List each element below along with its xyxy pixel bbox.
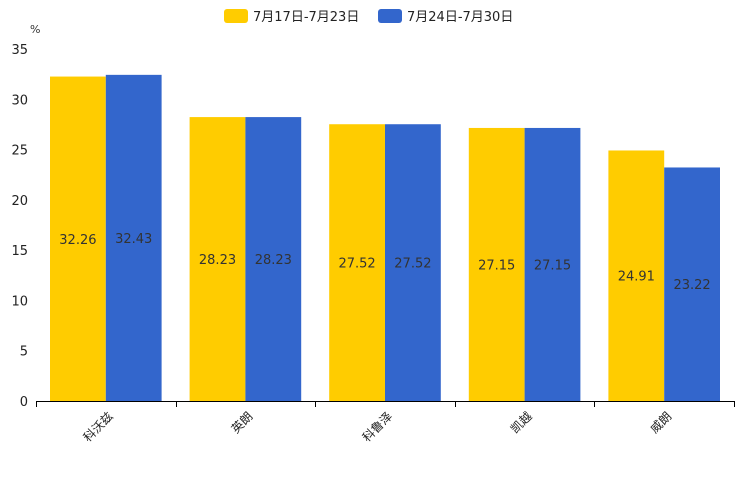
- data-label: 28.23: [199, 253, 236, 268]
- y-tick-label: 20: [11, 194, 28, 209]
- data-label: 27.15: [478, 258, 515, 273]
- y-tick-label: 35: [11, 43, 28, 58]
- data-label: 23.22: [673, 278, 710, 293]
- bar-series2: [664, 167, 720, 401]
- bar-series2: [105, 74, 162, 401]
- data-label: 27.15: [534, 258, 571, 273]
- legend-swatch: [378, 9, 402, 23]
- x-tick-label: 凯越: [508, 409, 535, 436]
- x-tick-label: 威朗: [647, 409, 674, 436]
- bar-series2: [245, 117, 302, 402]
- data-label: 28.23: [255, 253, 292, 268]
- data-label: 32.26: [59, 233, 96, 248]
- bar-series1: [329, 124, 385, 402]
- y-tick-label: 0: [20, 395, 28, 410]
- y-axis-label: %: [30, 23, 40, 36]
- y-tick-label: 25: [11, 144, 28, 159]
- bar-series1: [189, 117, 246, 402]
- y-tick-label: 10: [11, 294, 28, 309]
- x-tick-label: 英朗: [229, 409, 256, 436]
- y-tick-label: 30: [11, 93, 28, 108]
- x-tick-label: 科鲁泽: [360, 409, 395, 444]
- data-label: 27.52: [394, 257, 431, 272]
- bar-series2: [385, 124, 441, 402]
- data-label: 24.91: [618, 270, 655, 285]
- legend-label: 7月24日-7月30日: [407, 10, 513, 25]
- bar-series2: [524, 127, 581, 401]
- y-tick-label: 5: [20, 345, 28, 360]
- data-label: 32.43: [115, 232, 152, 247]
- legend-swatch: [224, 9, 248, 23]
- data-label: 27.52: [338, 257, 375, 272]
- x-tick-label: 科沃兹: [81, 409, 116, 444]
- legend-label: 7月17日-7月23日: [253, 10, 359, 25]
- bar-series1: [50, 76, 106, 401]
- y-tick-label: 15: [11, 244, 28, 259]
- bar-series1: [468, 127, 525, 401]
- bar-series1: [608, 150, 665, 401]
